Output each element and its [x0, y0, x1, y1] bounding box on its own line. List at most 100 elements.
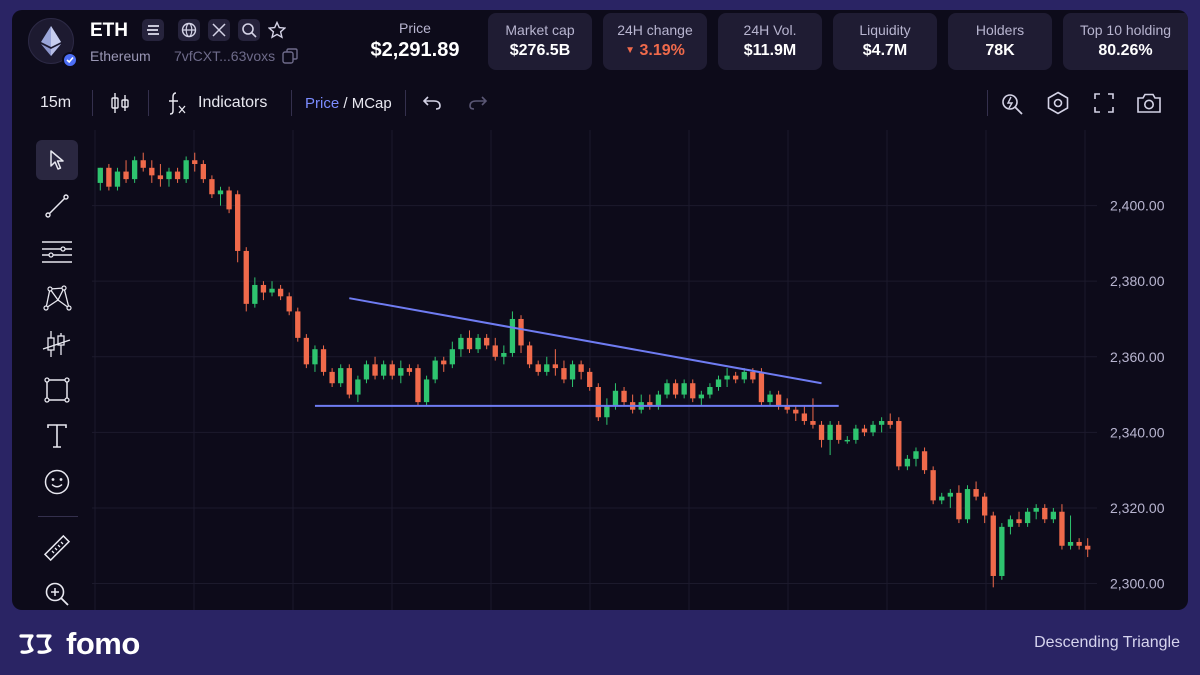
solana-icon[interactable]: [142, 19, 164, 41]
stat-holders: Holders 78K: [948, 13, 1052, 70]
star-icon[interactable]: [266, 19, 288, 41]
y-tick-label: 2,380.00: [1110, 273, 1165, 289]
candle-body: [827, 424, 833, 440]
candle: [793, 405, 799, 422]
candle-body: [698, 394, 704, 399]
candle-body: [140, 160, 146, 168]
candle-body: [312, 349, 318, 365]
candle-body: [458, 337, 464, 350]
candle-body: [226, 190, 232, 210]
redo-icon[interactable]: [468, 86, 488, 120]
candle: [810, 398, 816, 429]
resistance-trendline: [349, 297, 822, 385]
candle: [372, 356, 378, 380]
candle: [1085, 538, 1091, 558]
indicators-button[interactable]: Indicators: [166, 86, 267, 120]
price-value: $2,291.89: [370, 39, 460, 61]
candle-body: [1024, 511, 1031, 524]
candle: [1033, 504, 1039, 520]
candle: [956, 485, 962, 524]
candle-body: [320, 349, 327, 372]
candle-body: [441, 360, 447, 365]
candle: [982, 492, 988, 524]
rectangle-icon: [44, 377, 70, 403]
toggle-separator: /: [339, 94, 352, 112]
candle-body: [956, 492, 962, 520]
cursor-tool[interactable]: [36, 140, 78, 180]
candlestick-type-icon[interactable]: [110, 86, 130, 120]
search-icon[interactable]: [238, 19, 260, 41]
candle-body: [363, 364, 370, 380]
mcap-toggle-option[interactable]: MCap: [351, 94, 392, 112]
stat-value: 80.26%: [1098, 42, 1153, 59]
rectangle-tool[interactable]: [36, 370, 78, 410]
candle: [921, 447, 928, 474]
ruler-tool[interactable]: [36, 528, 78, 568]
candle-body: [604, 405, 610, 418]
candle-body: [741, 371, 747, 380]
candle-body: [338, 368, 344, 384]
fullscreen-icon[interactable]: [1093, 86, 1115, 120]
candle-body: [131, 160, 138, 180]
candle: [587, 368, 593, 391]
x-twitter-icon[interactable]: [208, 19, 230, 41]
candle-body: [329, 371, 335, 384]
prediction-tool[interactable]: [36, 324, 78, 364]
toolbar-divider: [148, 90, 149, 116]
candle: [492, 337, 498, 361]
pattern-name-label: Descending Triangle: [1034, 634, 1180, 651]
indicators-label: Indicators: [198, 94, 268, 111]
y-tick-label: 2,360.00: [1110, 349, 1165, 365]
candle: [97, 167, 103, 191]
copy-icon[interactable]: [282, 48, 298, 64]
fomo-logo: fomo: [18, 626, 140, 662]
horizontal-lines-tool[interactable]: [36, 232, 78, 272]
magic-zoom-icon[interactable]: [1000, 86, 1024, 120]
candle-body: [887, 421, 893, 425]
pattern-tool[interactable]: [36, 278, 78, 318]
stat-label: 24H change: [617, 22, 693, 38]
candle-body: [200, 164, 206, 180]
zoom-in-tool[interactable]: [36, 574, 78, 610]
interval-selector[interactable]: 15m: [40, 94, 72, 111]
candle: [595, 383, 601, 422]
y-axis-labels: 2,400.00 2,380.00 2,360.00 2,340.00 2,320.00…: [1110, 198, 1165, 592]
website-icon[interactable]: [178, 19, 200, 41]
camera-icon[interactable]: [1136, 86, 1162, 120]
candle: [733, 371, 739, 384]
token-address[interactable]: 7vfCXT...63voxs: [174, 48, 276, 64]
candle: [398, 360, 404, 384]
candle: [432, 356, 438, 384]
emoji-tool[interactable]: [36, 462, 78, 502]
candle: [1007, 515, 1014, 535]
candle: [698, 390, 704, 406]
stat-value: 78K: [985, 42, 1015, 59]
candle-body: [921, 451, 928, 471]
price-chart[interactable]: 2,400.00 2,380.00 2,360.00 2,340.00 2,320.00…: [92, 130, 1188, 610]
descending-triangle-pattern[interactable]: [314, 297, 839, 407]
candle: [329, 368, 335, 388]
token-avatar: [28, 18, 74, 64]
trendline-tool[interactable]: [36, 186, 78, 226]
candle: [509, 311, 516, 357]
candle-body: [964, 489, 971, 520]
toolbar-divider: [92, 90, 93, 116]
candle: [1076, 538, 1082, 550]
candle-body: [475, 337, 481, 350]
text-tool[interactable]: [36, 416, 78, 456]
settings-hexagon-icon[interactable]: [1046, 86, 1070, 120]
candle-body: [484, 337, 490, 346]
undo-icon[interactable]: [422, 86, 442, 120]
candle-body: [501, 352, 507, 357]
candle-body: [836, 424, 842, 440]
stat-liquidity: Liquidity $4.7M: [833, 13, 937, 70]
candle-body: [878, 421, 885, 425]
ethereum-icon: [41, 26, 61, 56]
candle-body: [690, 383, 696, 399]
candle: [818, 421, 825, 448]
candle-body: [672, 383, 679, 395]
zoom-in-icon: [45, 582, 69, 606]
price-toggle-option[interactable]: Price: [305, 94, 340, 112]
price-mcap-toggle[interactable]: Price / MCap: [305, 86, 392, 120]
candle: [157, 164, 164, 187]
